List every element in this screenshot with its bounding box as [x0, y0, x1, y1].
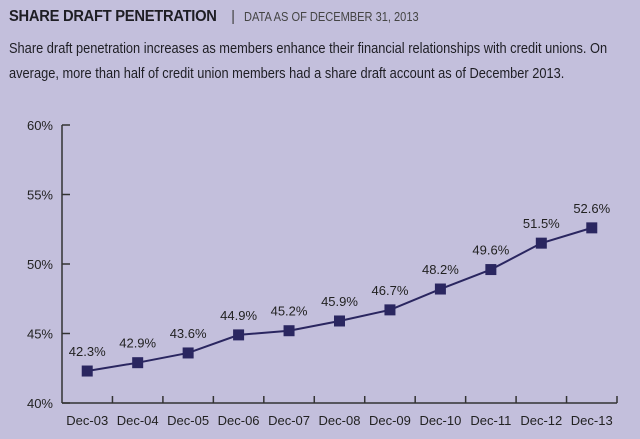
x-tick-label: Dec-03: [66, 413, 108, 428]
x-tick-label: Dec-10: [419, 413, 461, 428]
x-tick-label: Dec-04: [117, 413, 159, 428]
y-tick-label: 55%: [27, 188, 53, 203]
data-point-marker: [485, 264, 497, 276]
data-point-marker: [283, 325, 295, 337]
data-point-marker: [132, 357, 144, 369]
x-tick-label: Dec-09: [369, 413, 411, 428]
x-tick-label: Dec-06: [218, 413, 260, 428]
data-label: 43.6%: [170, 326, 207, 341]
data-point-marker: [233, 329, 245, 341]
data-point-marker: [434, 283, 446, 295]
x-tick-label: Dec-08: [319, 413, 361, 428]
data-label: 42.9%: [119, 336, 156, 351]
data-point-marker: [334, 315, 345, 327]
y-tick-label: 40%: [27, 396, 53, 411]
data-point-marker: [535, 237, 547, 249]
chart-description: Share draft penetration increases as mem…: [9, 40, 608, 82]
data-label: 46.7%: [372, 283, 409, 298]
y-tick-label: 45%: [27, 327, 53, 342]
data-label: 44.9%: [220, 308, 257, 323]
y-tick-label: 50%: [27, 257, 53, 272]
x-tick-label: Dec-13: [571, 413, 613, 428]
data-label: 42.3%: [69, 344, 106, 359]
data-point-marker: [384, 304, 396, 316]
data-label: 45.9%: [321, 294, 358, 309]
chart-subtitle: DATA AS OF DECEMBER 31, 2013: [243, 9, 419, 24]
data-label: 45.2%: [271, 304, 308, 319]
data-label: 52.6%: [573, 201, 610, 216]
data-label: 48.2%: [422, 262, 459, 277]
x-tick-label: Dec-12: [520, 413, 562, 428]
chart-title: SHARE DRAFT PENETRATION: [9, 8, 217, 25]
chart-header: SHARE DRAFT PENETRATION | DATA AS OF DEC…: [9, 8, 449, 26]
title-separator: |: [231, 8, 236, 25]
data-point-marker: [182, 347, 194, 359]
data-point-marker: [81, 365, 93, 377]
y-tick-label: 60%: [27, 118, 53, 133]
x-tick-label: Dec-11: [470, 413, 511, 428]
data-label: 51.5%: [523, 216, 560, 231]
data-point-marker: [586, 222, 598, 234]
data-label: 49.6%: [472, 243, 509, 258]
x-tick-label: Dec-07: [268, 413, 310, 428]
x-tick-label: Dec-05: [167, 413, 209, 428]
